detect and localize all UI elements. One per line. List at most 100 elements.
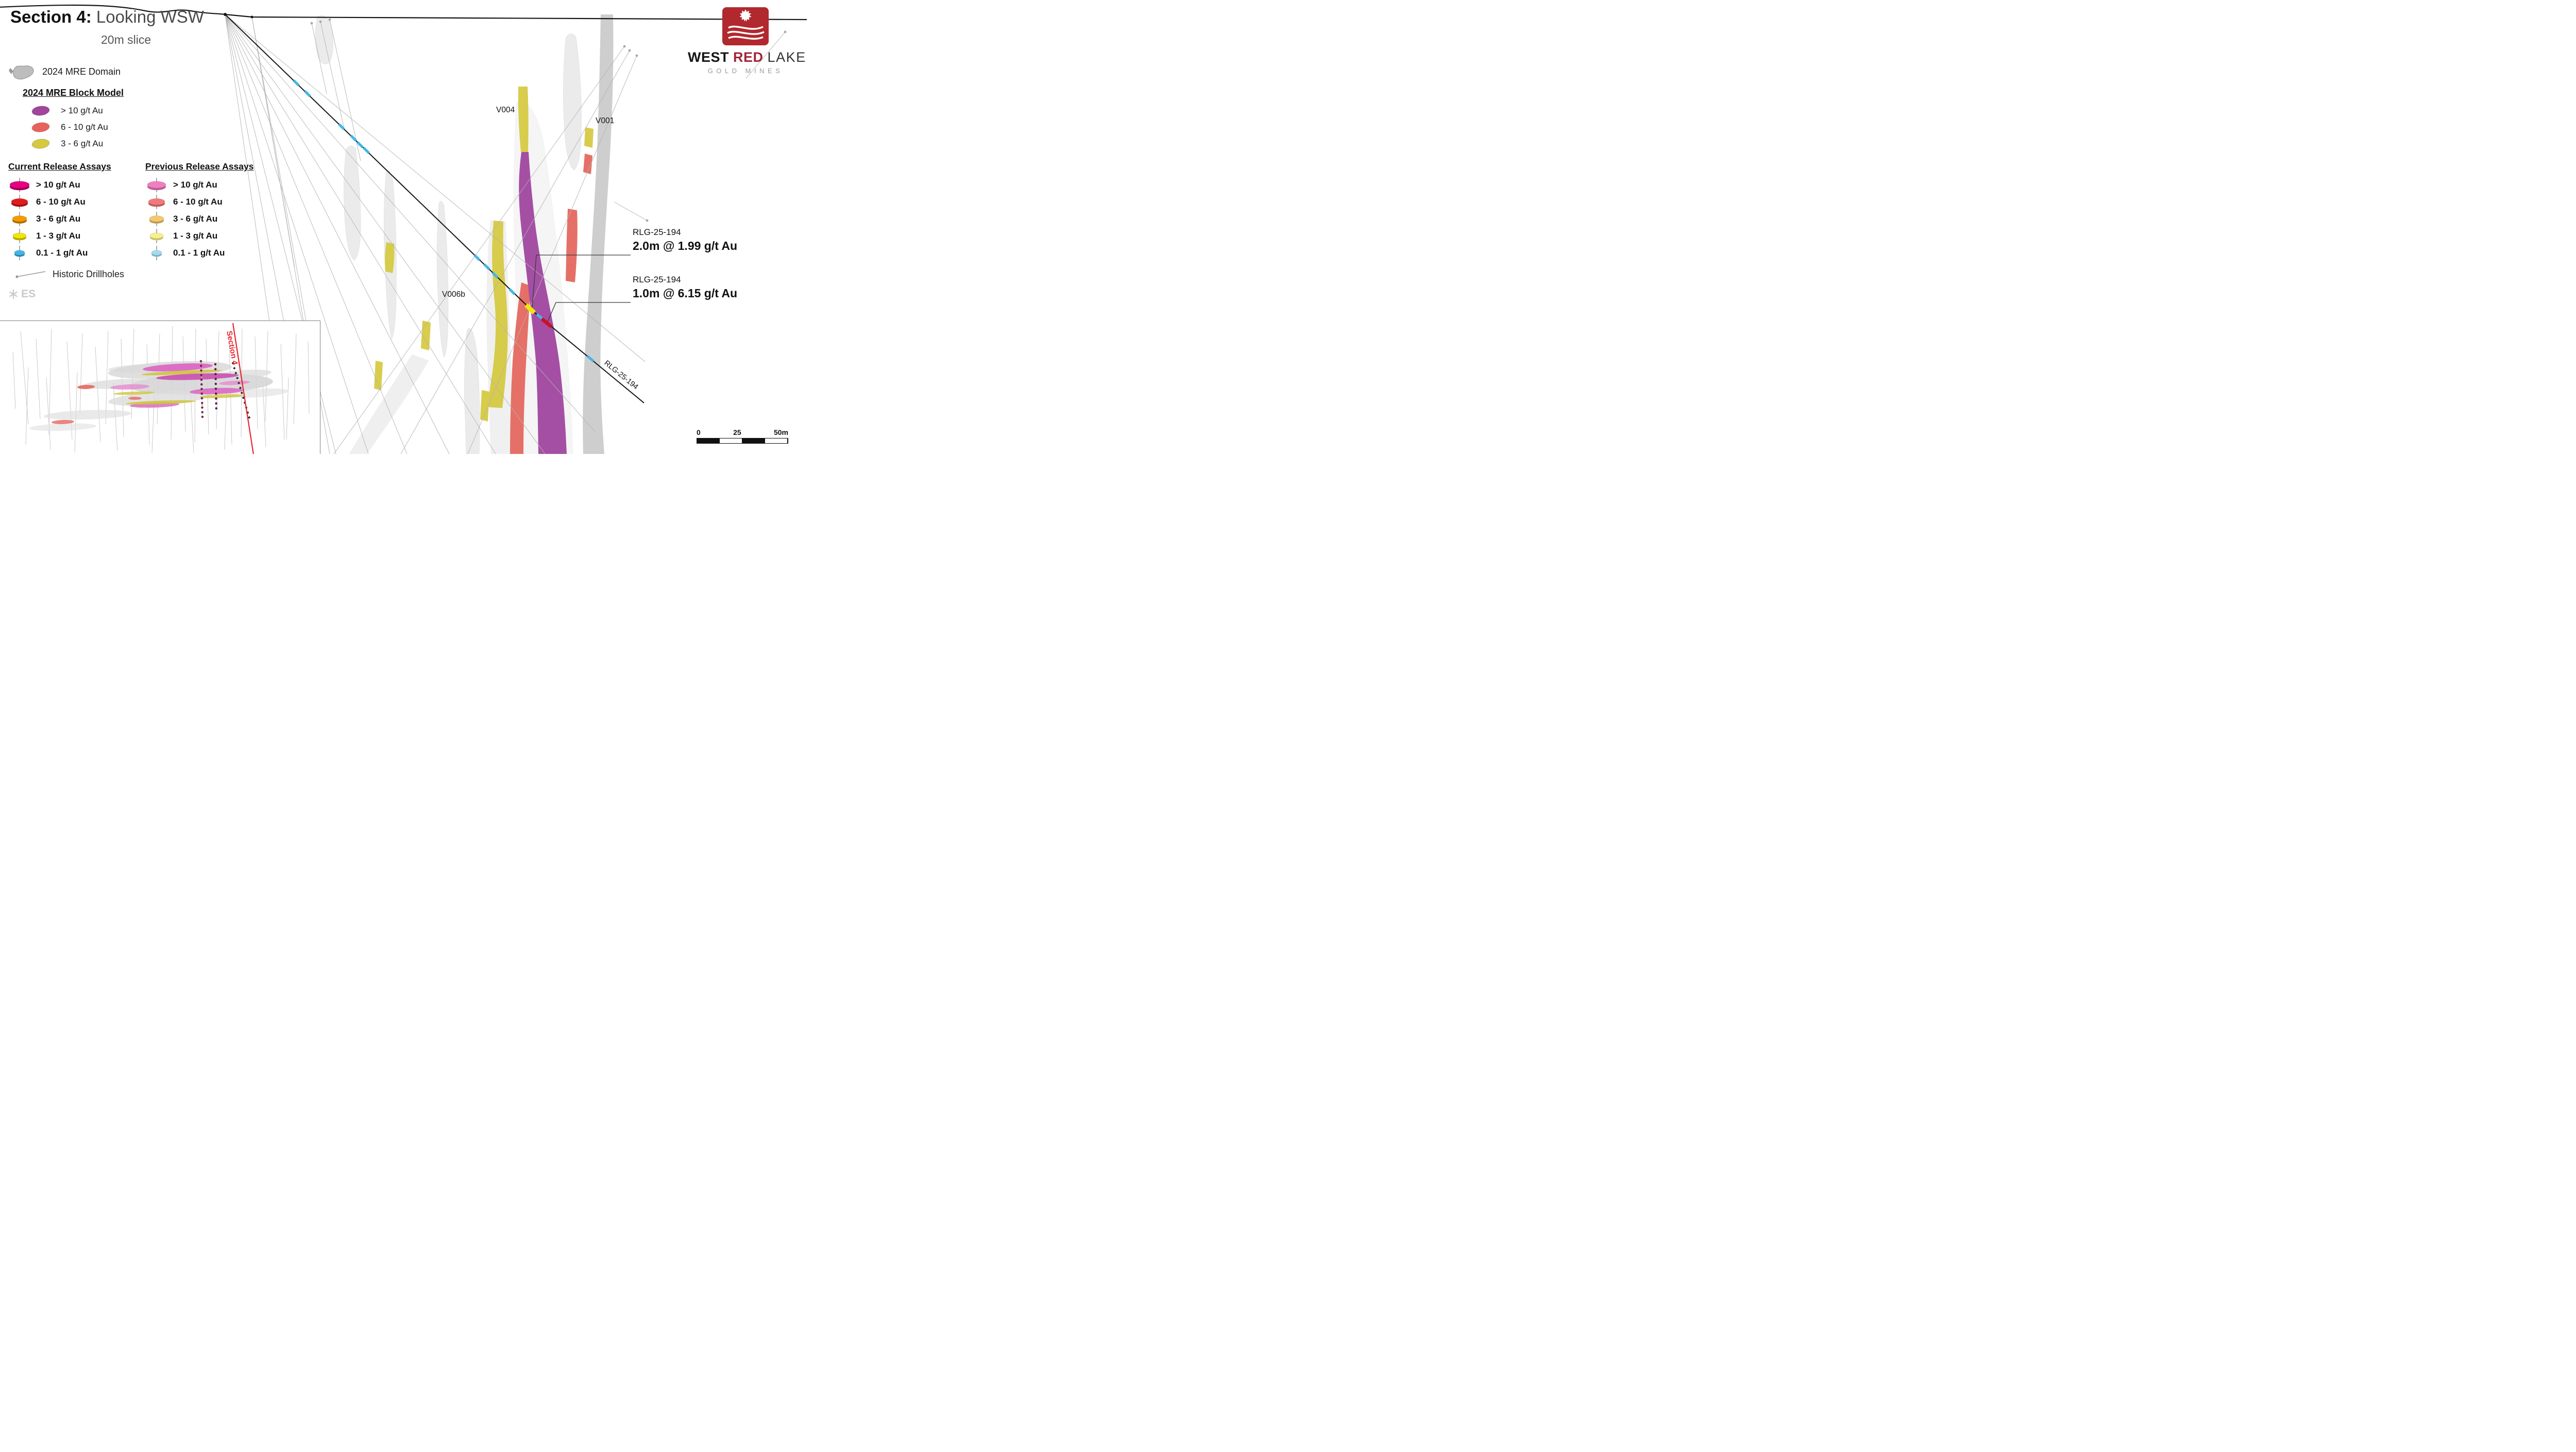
label-v001: V001 [596, 116, 614, 125]
assay-marker-red [540, 317, 553, 328]
current-assays-column: Current Release Assays > 10 g/t Au [8, 161, 131, 261]
current-6-10-disc-icon [11, 194, 28, 209]
callout-1-hole-id: RLG-25-194 [633, 227, 681, 237]
leader-callout-1 [532, 255, 631, 308]
red-bodies [510, 154, 592, 454]
current-1-3-disc-icon [12, 228, 27, 243]
current-6-10-label: 6 - 10 g/t Au [36, 196, 86, 207]
previous-assays-heading: Previous Release Assays [145, 161, 254, 172]
inset-mineralization [52, 363, 250, 425]
inset-assay-dot-strings [199, 360, 250, 419]
legend-item-previous-1-3: 1 - 3 g/t Au [145, 227, 268, 244]
block-model-heading: 2024 MRE Block Model [23, 88, 124, 98]
previous-1-3-label: 1 - 3 g/t Au [173, 230, 218, 241]
historic-drillhole-icon [15, 271, 46, 278]
legend-item-current-01-1: 0.1 - 1 g/t Au [8, 244, 131, 261]
logo-word-red: RED [733, 49, 764, 65]
legend-item-current-1-3: 1 - 3 g/t Au [8, 227, 131, 244]
red-right-strip [566, 209, 578, 282]
assay-callout-2: RLG-25-194 1.0m @ 6.15 g/t Au [633, 275, 737, 300]
section-view-page: V004 V001 V006b RLG-25-194 Section 4: Lo… [0, 0, 807, 454]
current-01-1-disc-icon [14, 245, 25, 260]
es-watermark-text: ES [21, 288, 36, 300]
previous-6-10-label: 6 - 10 g/t Au [173, 196, 223, 207]
current-3-6-label: 3 - 6 g/t Au [36, 213, 81, 224]
legend-item-previous-01-1: 0.1 - 1 g/t Au [145, 244, 268, 261]
inset-canvas: Section 4 [12, 323, 310, 454]
historic-drillholes-label: Historic Drillholes [53, 268, 125, 279]
title-section: Section 4: [10, 7, 92, 26]
plan-view-inset: Section 4 [0, 320, 320, 454]
logo-tagline: GOLD MINES [707, 67, 784, 75]
legend-item-block-3-6: 3 - 6 g/t Au [30, 136, 289, 152]
page-title: Section 4: Looking WSW [10, 7, 204, 27]
scale-tick-25: 25 [733, 428, 741, 436]
gray-band-body [583, 14, 614, 454]
legend-item-current-gt10: > 10 g/t Au [8, 176, 131, 193]
legend: 2024 MRE Domain 2024 MRE Block Model > 1… [8, 63, 289, 300]
previous-01-1-label: 0.1 - 1 g/t Au [173, 247, 225, 258]
callout-2-hole-id: RLG-25-194 [633, 275, 681, 284]
callout-leaders [532, 255, 631, 322]
assay-ticks-cyan [293, 79, 595, 362]
red-left-strip [510, 282, 531, 454]
label-trace-id: RLG-25-194 [602, 359, 639, 392]
mre-domain-icon [9, 65, 34, 80]
logo-word-lake: LAKE [767, 49, 806, 65]
legend-item-current-6-10: 6 - 10 g/t Au [8, 193, 131, 210]
company-logo: WEST RED LAKE GOLD MINES [688, 7, 806, 75]
scale-tick-50: 50m [773, 428, 788, 436]
legend-item-historic-drillholes: Historic Drillholes [14, 268, 289, 280]
scale-segment-black [697, 438, 719, 443]
current-assays-heading: Current Release Assays [8, 161, 111, 172]
previous-3-6-disc-icon [149, 211, 164, 226]
yellow-main-strip [488, 221, 508, 408]
assay-intervals [293, 79, 595, 362]
block-6-10-blob-icon [31, 122, 50, 132]
previous-6-10-disc-icon [148, 194, 165, 209]
block-3-6-blob-icon [31, 139, 50, 149]
previous-01-1-disc-icon [151, 245, 162, 260]
logo-wordmark: WEST RED LAKE [688, 49, 806, 65]
scale-tick-0: 0 [697, 428, 701, 436]
logo-emblem [722, 7, 769, 45]
previous-1-3-disc-icon [149, 228, 164, 243]
logo-word-west: WEST [688, 49, 729, 65]
label-v006b: V006b [442, 290, 465, 299]
current-gt10-label: > 10 g/t Au [36, 179, 80, 190]
block-3-6-label: 3 - 6 g/t Au [61, 139, 104, 148]
es-watermark: ES [8, 288, 289, 300]
previous-gt10-label: > 10 g/t Au [173, 179, 217, 190]
assay-legend-columns: Current Release Assays > 10 g/t Au [8, 161, 289, 261]
current-3-6-disc-icon [12, 211, 27, 226]
legend-item-previous-gt10: > 10 g/t Au [145, 176, 268, 193]
purple-body [519, 152, 567, 454]
yellow-top-strip [518, 87, 529, 152]
label-v004: V004 [496, 106, 515, 114]
block-gt10-label: > 10 g/t Au [61, 106, 103, 115]
legend-item-current-3-6: 3 - 6 g/t Au [8, 210, 131, 227]
legend-item-previous-6-10: 6 - 10 g/t Au [145, 193, 268, 210]
callout-2-result: 1.0m @ 6.15 g/t Au [633, 286, 738, 300]
collar-dot [250, 15, 253, 19]
scale-segment-white [765, 438, 788, 443]
callout-1-result: 2.0m @ 1.99 g/t Au [633, 239, 738, 252]
mre-domain-label: 2024 MRE Domain [42, 66, 121, 77]
current-gt10-disc-icon [9, 177, 30, 192]
block-gt10-blob-icon [31, 106, 50, 116]
current-01-1-label: 0.1 - 1 g/t Au [36, 247, 88, 258]
scale-bar-labels: 0 25 50m [697, 428, 788, 436]
yellow-bodies [374, 87, 594, 421]
leader-callout-2 [547, 302, 631, 322]
previous-gt10-disc-icon [147, 177, 166, 192]
title-slice: 20m slice [101, 33, 151, 46]
scale-bar-segments [697, 438, 788, 444]
legend-item-block-6-10: 6 - 10 g/t Au [30, 119, 289, 136]
assay-callout-1: RLG-25-194 2.0m @ 1.99 g/t Au [633, 227, 737, 253]
current-1-3-label: 1 - 3 g/t Au [36, 230, 81, 241]
legend-item-mre-domain: 2024 MRE Domain [8, 63, 289, 80]
title-orientation: Looking WSW [91, 7, 204, 26]
scale-segment-black [742, 438, 765, 443]
block-6-10-label: 6 - 10 g/t Au [61, 122, 108, 132]
assay-marker-yellow [524, 303, 536, 315]
